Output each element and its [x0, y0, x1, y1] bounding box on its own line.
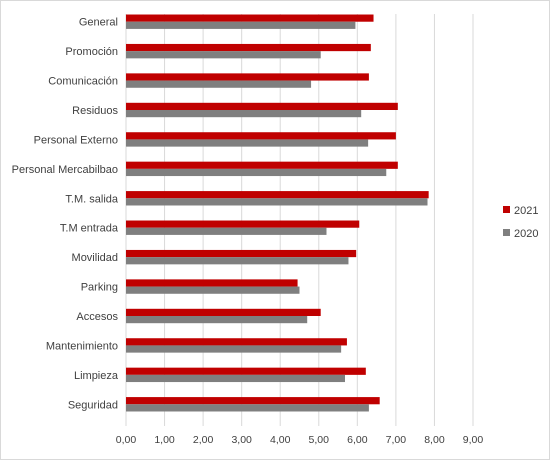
bar-2021-seguridad	[126, 397, 380, 405]
bar-2020-parking	[126, 286, 300, 294]
category-label: Mantenimiento	[46, 340, 118, 352]
x-tick-label: 4,00	[270, 434, 291, 446]
x-tick-label: 8,00	[424, 434, 445, 446]
bar-2020-comunicaci-n	[126, 80, 312, 88]
legend-swatch-2021	[503, 206, 510, 213]
category-label: Residuos	[72, 105, 118, 117]
bar-2021-residuos	[126, 102, 398, 110]
x-tick-label: 5,00	[309, 434, 330, 446]
category-label: Comunicación	[48, 76, 118, 88]
category-label: Limpieza	[74, 370, 119, 382]
bar-2021-movilidad	[126, 249, 357, 258]
bar-2020-personal-externo	[126, 139, 369, 147]
bar-2021-t-m-entrada	[126, 220, 360, 228]
category-label: T.M entrada	[60, 223, 119, 235]
category-label: T.M. salida	[65, 193, 118, 205]
bar-2020-personal-mercabilbao	[126, 168, 387, 177]
bar-2020-accesos	[126, 316, 308, 324]
category-label: General	[79, 17, 118, 29]
bar-2020-t-m-salida	[126, 198, 428, 206]
bar-2021-comunicaci-n	[126, 73, 369, 81]
bar-2021-personal-externo	[126, 132, 396, 140]
bar-2020-limpieza	[126, 374, 345, 383]
category-label: Seguridad	[68, 399, 118, 411]
legend-label-2020: 2020	[514, 228, 538, 240]
x-tick-label: 0,00	[116, 434, 137, 446]
category-label: Personal Externo	[34, 134, 118, 146]
x-tick-label: 6,00	[347, 434, 368, 446]
bar-2021-personal-mercabilbao	[126, 161, 398, 169]
bar-2021-promoci-n	[126, 43, 371, 52]
bar-2020-t-m-entrada	[126, 227, 327, 235]
bar-2021-general	[126, 14, 374, 22]
bar-2020-general	[126, 21, 356, 29]
bar-2020-seguridad	[126, 404, 369, 412]
legend-label-2021: 2021	[514, 205, 538, 217]
legend-swatch-2020	[503, 229, 510, 236]
bar-2020-residuos	[126, 110, 362, 118]
category-label: Accesos	[76, 311, 118, 323]
x-tick-label: 9,00	[463, 434, 484, 446]
bar-2021-limpieza	[126, 367, 366, 375]
bar-2020-mantenimiento	[126, 345, 342, 353]
category-label: Personal Mercabilbao	[12, 164, 118, 176]
category-label: Parking	[81, 282, 118, 294]
bar-2021-parking	[126, 279, 298, 287]
x-tick-label: 3,00	[231, 434, 252, 446]
bar-2021-mantenimiento	[126, 338, 347, 346]
bar-2021-t-m-salida	[126, 191, 429, 199]
category-label: Movilidad	[72, 252, 118, 264]
x-tick-label: 2,00	[193, 434, 214, 446]
x-tick-label: 1,00	[154, 434, 175, 446]
category-label: Promoción	[65, 46, 118, 58]
bar-2021-accesos	[126, 308, 321, 316]
x-tick-label: 7,00	[386, 434, 407, 446]
bar-2020-promoci-n	[126, 51, 321, 59]
bar-2020-movilidad	[126, 257, 349, 265]
